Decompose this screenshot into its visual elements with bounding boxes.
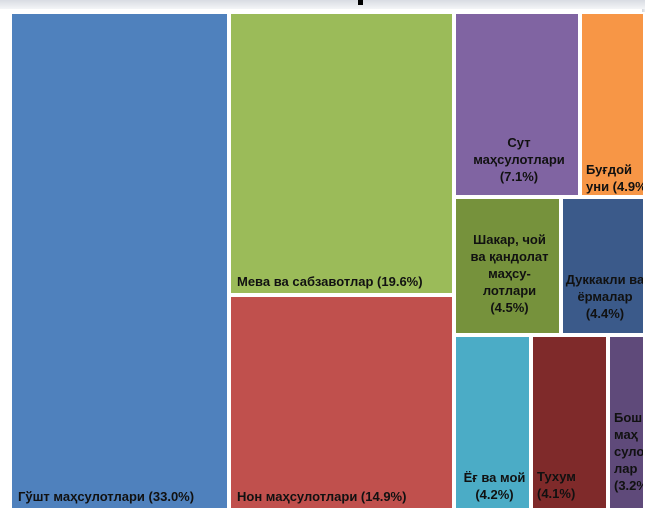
treemap-tile: Бош маҳ суло лар (3.2% — [608, 335, 645, 510]
tile-label-line: Нон маҳсулотлари (14.9%) — [237, 489, 407, 504]
tile-label: Дуккакли ва ёрмалар (4.4%) — [563, 271, 645, 322]
tile-label: Тухум (4.1%) — [537, 468, 576, 502]
window-top-edge — [0, 0, 645, 9]
tile-label-line: суло — [614, 444, 645, 459]
tile-label-line: Буғдой — [586, 162, 633, 177]
tile-label-line: лотлари — [482, 283, 537, 298]
tile-label: Буғдой уни (4.9% — [586, 161, 645, 195]
tile-label-line: Гўшт маҳсулотлари (33.0%) — [18, 489, 195, 504]
tile-label: Мева ва сабзавотлар (19.6%) — [237, 273, 423, 290]
tile-label-line: Дуккакли ва — [565, 272, 645, 287]
tile-label-line: Шакар, чой — [473, 232, 546, 247]
treemap-tile: Гўшт маҳсулотлари (33.0%) — [10, 12, 229, 510]
tile-label-line: (4.1%) — [537, 486, 576, 501]
treemap-tile: Сут маҳсулотлари (7.1%) — [454, 12, 580, 197]
treemap-tile: Нон маҳсулотлари (14.9%) — [229, 295, 454, 510]
tile-label-line: Мева ва сабзавотлар (19.6%) — [237, 274, 423, 289]
tile-label-line: маҳсу- — [488, 266, 531, 281]
tile-label: Шакар, чой ва қандолат маҳсу-лотлари (4.5%) — [456, 231, 559, 316]
tile-label-line: маҳсулотлари — [473, 152, 565, 167]
tile-label-line: ёрмалар — [577, 289, 633, 304]
tile-label: Сут маҳсулотлари (7.1%) — [456, 134, 578, 185]
treemap-tile: Шакар, чой ва қандолат маҳсу-лотлари (4.5%) — [454, 197, 561, 335]
treemap-tile: Буғдой уни (4.9% — [580, 12, 645, 197]
treemap-tile: Ёғ ва мой (4.2%) — [454, 335, 531, 510]
tile-label: Гўшт маҳсулотлари (33.0%) — [18, 488, 194, 505]
tile-label-line: ва қандолат — [470, 249, 549, 264]
tile-label-line: уни (4.9% — [586, 179, 645, 194]
tile-label-line: Тухум — [537, 469, 576, 484]
tile-label-line: (4.5%) — [490, 300, 529, 315]
tile-label: Нон маҳсулотлари (14.9%) — [237, 488, 406, 505]
tile-label-line: маҳ — [614, 427, 638, 442]
tile-label: Ёғ ва мой (4.2%) — [456, 469, 529, 503]
title-fragment — [358, 0, 363, 5]
tile-label-line: (4.4%) — [585, 306, 625, 321]
treemap-tile: Дуккакли ва ёрмалар (4.4%) — [561, 197, 645, 335]
tile-label-line: Бош — [614, 410, 643, 425]
treemap-tile: Мева ва сабзавотлар (19.6%) — [229, 12, 454, 295]
tile-label-line: Ёғ ва мой — [463, 470, 526, 485]
treemap-tile: Тухум (4.1%) — [531, 335, 608, 510]
tile-label-line: лар — [614, 461, 638, 476]
tile-label-line: Сут — [507, 135, 531, 150]
tile-label: Бош маҳ суло лар (3.2% — [614, 409, 645, 494]
tile-label-line: (3.2% — [614, 478, 645, 493]
tile-label-line: (4.2%) — [475, 487, 514, 502]
tile-label-line: (7.1%) — [499, 169, 539, 184]
